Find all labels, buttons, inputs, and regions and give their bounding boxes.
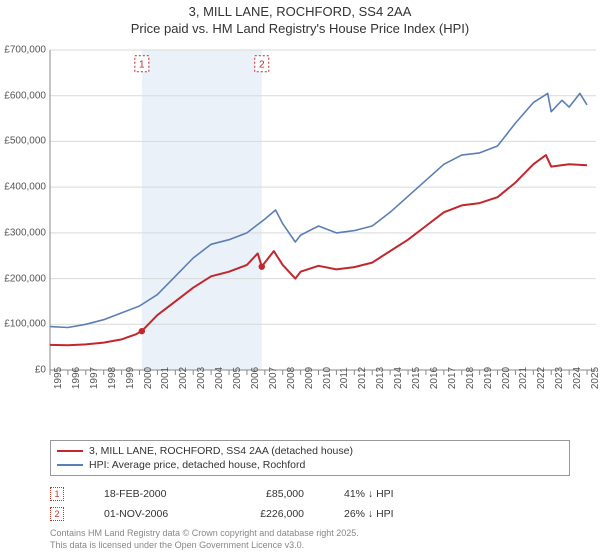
legend-swatch [57, 450, 83, 452]
attribution: Contains HM Land Registry data © Crown c… [50, 528, 359, 551]
y-tick-label: £100,000 [2, 319, 46, 330]
legend-swatch [57, 464, 83, 466]
legend: 3, MILL LANE, ROCHFORD, SS4 2AA (detache… [50, 440, 570, 476]
marker-delta: 26% ↓ HPI [344, 508, 434, 520]
y-tick-label: £700,000 [2, 45, 46, 56]
svg-text:2: 2 [259, 60, 265, 71]
chart-svg: 12 [0, 44, 600, 404]
marker-date: 18-FEB-2000 [104, 488, 194, 500]
chart-container: 3, MILL LANE, ROCHFORD, SS4 2AA Price pa… [0, 0, 600, 560]
marker-price: £226,000 [234, 508, 304, 520]
sale-markers-table: 1 18-FEB-2000 £85,000 41% ↓ HPI 2 01-NOV… [50, 484, 434, 524]
legend-item: 3, MILL LANE, ROCHFORD, SS4 2AA (detache… [57, 444, 563, 458]
y-tick-label: £200,000 [2, 273, 46, 284]
legend-label: HPI: Average price, detached house, Roch… [89, 459, 305, 471]
legend-label: 3, MILL LANE, ROCHFORD, SS4 2AA (detache… [89, 445, 353, 457]
title-block: 3, MILL LANE, ROCHFORD, SS4 2AA Price pa… [0, 0, 600, 36]
marker-date: 01-NOV-2006 [104, 508, 194, 520]
x-tick-label: 2025 [590, 367, 600, 389]
y-tick-label: £600,000 [2, 90, 46, 101]
title-line-2: Price paid vs. HM Land Registry's House … [0, 21, 600, 36]
chart-area: 12 £0£100,000£200,000£300,000£400,000£50… [0, 44, 600, 404]
marker-price: £85,000 [234, 488, 304, 500]
marker-badge: 1 [50, 487, 64, 501]
marker-row: 2 01-NOV-2006 £226,000 26% ↓ HPI [50, 504, 434, 524]
legend-item: HPI: Average price, detached house, Roch… [57, 458, 563, 472]
marker-delta: 41% ↓ HPI [344, 488, 434, 500]
marker-row: 1 18-FEB-2000 £85,000 41% ↓ HPI [50, 484, 434, 504]
attribution-line: This data is licensed under the Open Gov… [50, 540, 359, 552]
y-tick-label: £400,000 [2, 182, 46, 193]
marker-badge: 2 [50, 507, 64, 521]
y-tick-label: £300,000 [2, 227, 46, 238]
title-line-1: 3, MILL LANE, ROCHFORD, SS4 2AA [0, 4, 600, 19]
attribution-line: Contains HM Land Registry data © Crown c… [50, 528, 359, 540]
y-tick-label: £0 [2, 365, 46, 376]
svg-text:1: 1 [139, 60, 145, 71]
y-tick-label: £500,000 [2, 136, 46, 147]
